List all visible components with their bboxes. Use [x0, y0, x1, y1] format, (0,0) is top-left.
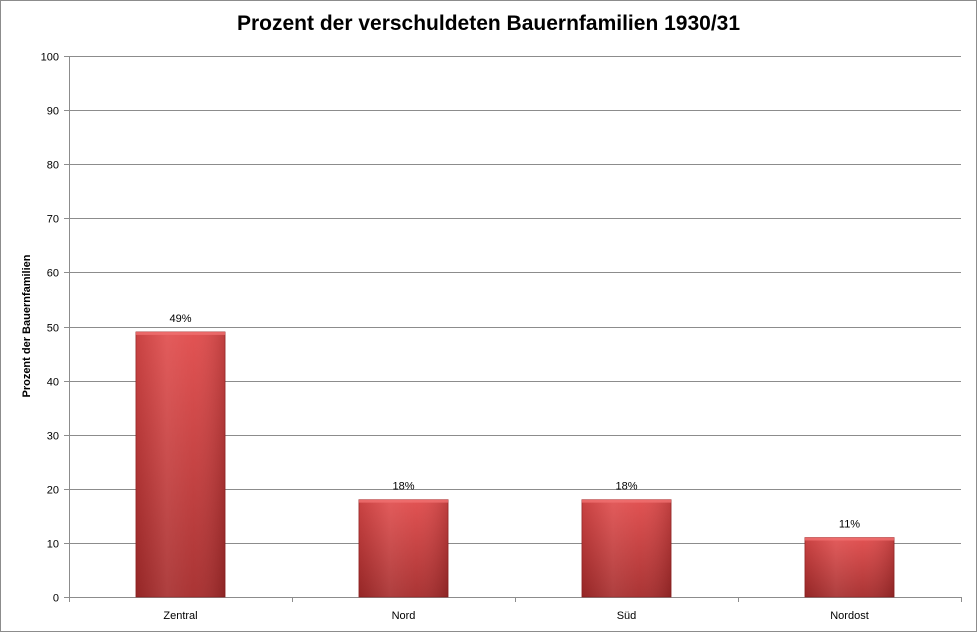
axes: 0 10 20 30 40 50 60 70 80 90 100 — [41, 52, 962, 605]
y-tick-label: 50 — [47, 323, 59, 335]
bar-shine — [358, 499, 449, 597]
data-label: 49% — [169, 313, 191, 325]
y-tick-label: 60 — [47, 268, 59, 280]
bar-shine — [135, 331, 226, 597]
y-tick-label: 30 — [47, 431, 59, 443]
y-tick-label: 0 — [53, 593, 59, 605]
x-tick-label: Nord — [392, 610, 416, 622]
bars — [135, 331, 895, 598]
y-tick-label: 80 — [47, 160, 59, 172]
y-tick-label: 40 — [47, 377, 59, 389]
bar-shine — [581, 499, 672, 597]
y-tick-label: 20 — [47, 485, 59, 497]
bar-shine — [804, 537, 895, 597]
x-tick-label: Süd — [617, 610, 637, 622]
bar-top-edge — [804, 537, 895, 541]
y-tick-label: 90 — [47, 106, 59, 118]
gridlines — [69, 56, 961, 544]
chart-title: Prozent der verschuldeten Bauernfamilien… — [236, 12, 741, 35]
bar-top-edge — [581, 499, 672, 503]
data-label: 18% — [392, 481, 414, 493]
labels: 49% Zentral 18% Nord 18% Süd 11% Nordost — [163, 313, 868, 622]
bar-top-edge — [358, 499, 449, 503]
y-tick-label: 100 — [41, 52, 59, 64]
data-label: 18% — [615, 481, 637, 493]
bar-top-edge — [135, 331, 226, 335]
y-tick-label: 70 — [47, 214, 59, 226]
data-label: 11% — [839, 518, 860, 530]
x-tick-label: Nordost — [830, 610, 869, 622]
x-tick-label: Zentral — [163, 610, 197, 622]
y-tick-label: 10 — [47, 539, 59, 551]
